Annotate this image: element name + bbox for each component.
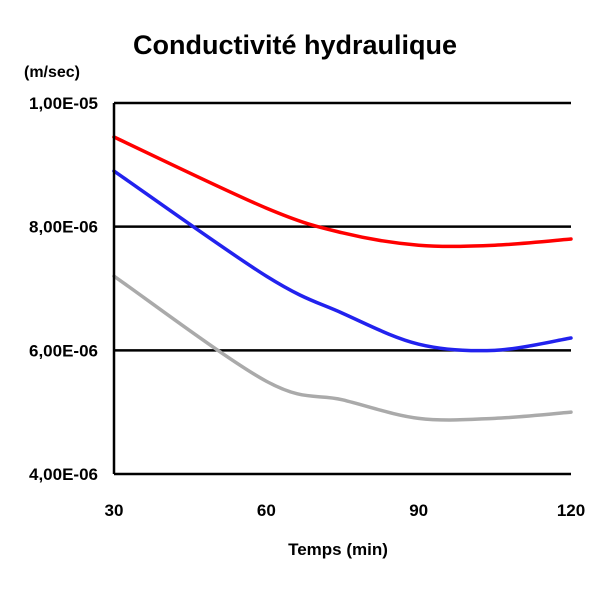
x-tick-label-0: 30 bbox=[105, 501, 124, 520]
x-tick-label-1: 60 bbox=[257, 501, 276, 520]
y-tick-label-0: 1,00E-05 bbox=[29, 94, 98, 113]
x-axis-title: Temps (min) bbox=[288, 540, 388, 559]
chart-title: Conductivité hydraulique bbox=[133, 30, 457, 60]
axes bbox=[112, 103, 571, 476]
y-tick-label-1: 8,00E-06 bbox=[29, 218, 98, 237]
x-tick-label-2: 90 bbox=[409, 501, 428, 520]
series-line-2 bbox=[112, 274, 573, 422]
y-tick-label-2: 6,00E-06 bbox=[29, 341, 98, 360]
series-line-0 bbox=[112, 135, 573, 249]
x-tick-label-3: 120 bbox=[557, 501, 585, 520]
y-axis-unit-label: (m/sec) bbox=[24, 64, 80, 81]
series-lines bbox=[112, 135, 573, 422]
y-tick-labels: 1,00E-05 8,00E-06 6,00E-06 4,00E-06 bbox=[29, 94, 98, 484]
x-tick-labels: 30 60 90 120 bbox=[105, 501, 586, 520]
y-tick-label-3: 4,00E-06 bbox=[29, 465, 98, 484]
series-line-1 bbox=[112, 169, 573, 353]
